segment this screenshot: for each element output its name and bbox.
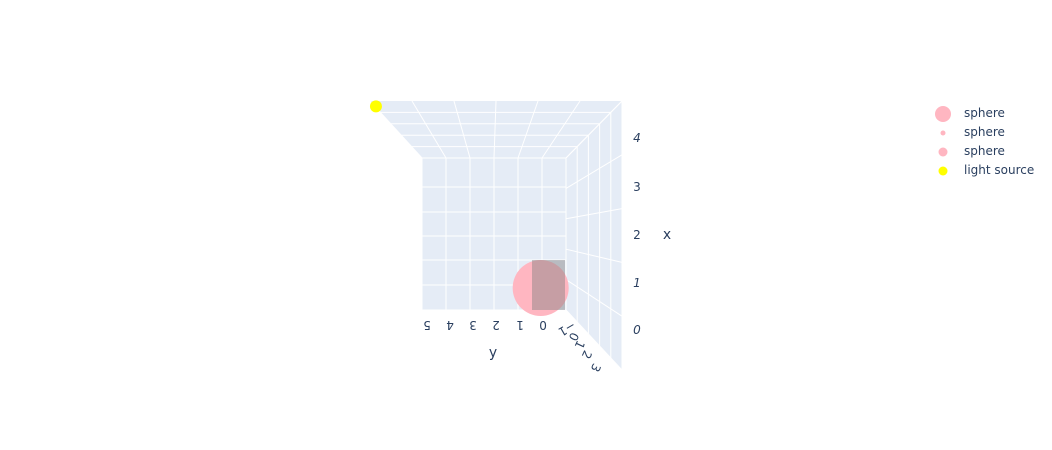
scene-panes (370, 101, 622, 370)
legend-swatch (938, 147, 948, 156)
legend-swatch (938, 166, 948, 175)
sphere-point[interactable] (512, 259, 569, 316)
x-tick-label: 2 (633, 228, 641, 242)
legend-label: sphere (964, 125, 1005, 139)
grid-line (517, 100, 539, 159)
grid-line (565, 154, 623, 189)
y-axis-ticks: 5 4 3 2 1 0 −1 (423, 318, 578, 339)
legend[interactable]: sphere sphere sphere light source (930, 104, 1042, 180)
grid-line (565, 248, 623, 263)
legend-item[interactable]: sphere (930, 123, 1042, 142)
grid-line (565, 100, 623, 159)
z-tick-label: 2 (579, 348, 595, 361)
grid-line (565, 208, 623, 220)
y-tick-label: 3 (469, 318, 477, 332)
x-tick-label: 1 (633, 276, 641, 290)
x-axis-ticks: 0 1 2 3 4 (633, 131, 641, 337)
legend-swatch (935, 105, 951, 122)
legend-label: sphere (964, 144, 1005, 158)
y-tick-label: 0 (539, 318, 547, 332)
x-tick-label: 0 (633, 323, 641, 337)
top-pane (370, 101, 622, 158)
light-source-point[interactable] (369, 100, 382, 113)
data-points[interactable] (369, 100, 569, 316)
right-pane (566, 101, 622, 370)
grid-line (565, 279, 623, 317)
y-tick-label: 4 (446, 318, 454, 332)
grid-line (565, 309, 623, 371)
y-axis-title: y (489, 345, 497, 361)
grid-line (541, 100, 581, 159)
projection-plane (532, 260, 565, 310)
x-axis-title: x (663, 227, 671, 243)
sphere-point[interactable] (550, 279, 559, 288)
y-tick-label: 5 (423, 318, 431, 332)
legend-item[interactable]: sphere (930, 104, 1042, 123)
z-tick-label: 3 (588, 361, 604, 374)
grid-line (411, 100, 447, 159)
legend-item[interactable]: light source (930, 161, 1042, 180)
x-tick-label: 4 (633, 131, 641, 145)
legend-swatch (940, 130, 946, 135)
y-tick-label: 1 (516, 318, 524, 332)
y-tick-label: 2 (492, 318, 500, 332)
legend-label: sphere (964, 106, 1005, 120)
legend-label: light source (964, 163, 1035, 177)
grid-line (453, 100, 471, 159)
legend-item[interactable]: sphere (930, 142, 1042, 161)
grid-line (493, 100, 497, 159)
grid-lines (369, 100, 623, 371)
sphere-point[interactable] (539, 289, 552, 302)
x-tick-label: 3 (633, 180, 641, 194)
